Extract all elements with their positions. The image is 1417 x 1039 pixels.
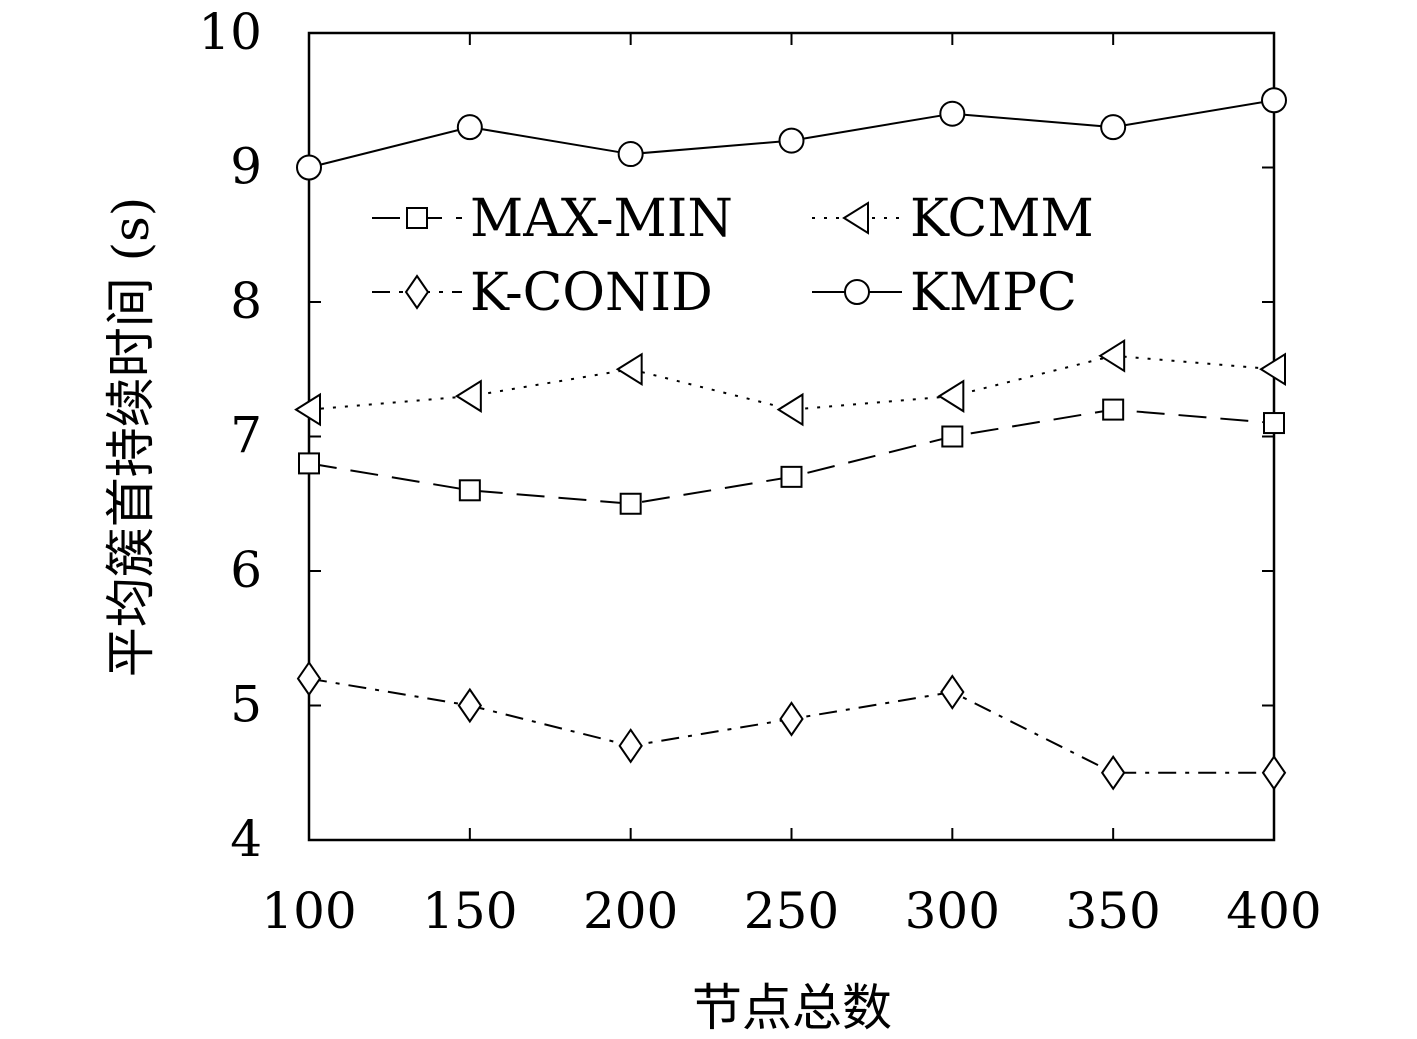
x-axis-title: 节点总数 [692,979,892,1037]
series-layer [294,87,1287,791]
series-k-conid [296,660,1287,791]
x-axis-ticks: 100 150 200 250 300 350 400 [261,33,1322,940]
data-point [619,492,642,515]
data-point [615,352,643,387]
y-tick-label: 5 [230,676,262,734]
legend-marker [406,207,428,229]
y-tick-label: 6 [230,541,262,599]
data-point [1100,754,1126,791]
y-tick-label: 8 [230,272,262,330]
legend-label: KCMM [910,189,1094,249]
y-tick-label: 7 [230,407,262,465]
y-tick-label: 9 [230,138,262,196]
data-point [939,100,966,127]
y-axis-title: 平均簇首持续时间 (s) [102,197,160,678]
legend-entry: MAX-MIN [372,189,733,249]
x-tick-label: 200 [583,882,678,940]
series-kmpc [296,87,1287,181]
y-tick-label: 4 [230,810,262,868]
x-tick-label: 150 [422,882,517,940]
data-point [458,479,481,502]
legend-marker [844,279,870,305]
x-tick-label: 250 [744,882,839,940]
data-point [1261,754,1287,791]
data-point [937,379,965,413]
data-point [296,154,322,181]
x-tick-label: 100 [261,882,356,940]
data-point [776,392,804,427]
data-point [617,141,644,168]
legend-entry: KMPC [812,263,1077,323]
data-point [1259,352,1286,387]
x-tick-label: 400 [1226,882,1321,940]
data-point [1102,398,1125,421]
data-point [296,660,322,697]
legend-marker [842,201,869,235]
data-point [298,452,320,475]
data-point [1098,338,1126,373]
y-axis-ticks: 4 5 6 7 8 9 10 [198,3,1274,868]
series-line [308,408,1275,505]
data-point [618,728,643,764]
legend-marker [404,274,430,310]
series-kcmm [294,338,1286,427]
data-point [940,674,965,710]
legend-label: K-CONID [470,263,713,323]
x-tick-label: 300 [905,882,1000,940]
data-point [778,127,805,154]
data-point [1100,114,1127,141]
data-point [941,425,964,448]
y-tick-label: 10 [198,3,262,61]
data-point [456,114,483,141]
data-point [1261,87,1287,114]
data-point [1263,412,1285,435]
legend-label: KMPC [910,263,1077,323]
legend-entry: K-CONID [372,263,713,323]
data-point [294,392,321,427]
series-max-min [298,398,1285,515]
legend-entry: KCMM [812,189,1094,249]
data-point [780,465,803,488]
data-point [457,687,483,724]
data-point [779,701,804,737]
x-tick-label: 350 [1065,882,1160,940]
data-point [454,379,482,413]
legend: MAX-MIN KCMM K-CONID KMPC [372,189,1094,323]
legend-label: MAX-MIN [470,189,733,249]
